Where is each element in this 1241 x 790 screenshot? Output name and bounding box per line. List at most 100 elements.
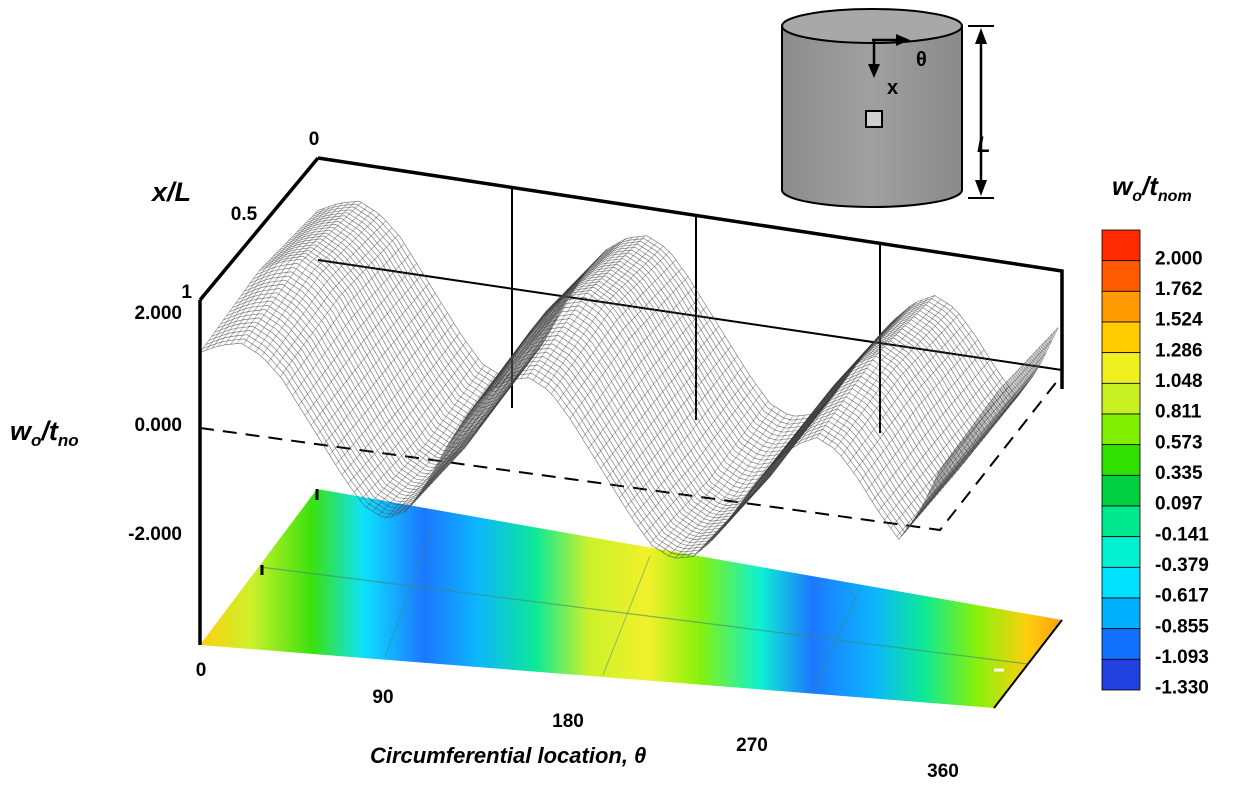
colorbar-swatch [1101, 628, 1141, 660]
surface-mesh-line [791, 305, 911, 449]
surface-mesh-line [619, 355, 738, 499]
colorbar-labels: 2.000 1.762 1.524 1.286 1.048 0.811 0.573 0.335… [1155, 248, 1209, 698]
surface-mesh-line [927, 352, 1046, 496]
colorbar-level-label: 1.286 [1155, 340, 1203, 361]
z-axis-label-slash: /t [40, 416, 59, 446]
surface-mesh-line [674, 416, 794, 559]
surface-mesh-line [717, 391, 837, 534]
surface-mesh-line [298, 263, 417, 406]
colorbar-swatch [1101, 505, 1141, 538]
cylinder-top [781, 8, 963, 44]
depth-tick-label: 0 [309, 129, 320, 150]
surface-mesh-line [452, 295, 572, 438]
surface-mesh-line [409, 364, 528, 507]
surface-mesh-line [353, 349, 473, 493]
surface-mesh-line [440, 315, 559, 459]
colorbar: wo/tnom 2.000 1.762 1.524 1.286 1.048 0.811 0.… [1101, 171, 1209, 699]
surface-mesh-line [884, 377, 1003, 520]
surface-mesh-line [686, 414, 806, 558]
surface-mesh-line [841, 313, 960, 457]
surface-mesh-line [378, 372, 498, 516]
surface-mesh-line [779, 316, 898, 459]
surface-mesh-line [323, 302, 442, 446]
surface-mesh-line [828, 303, 948, 446]
surface-mesh-line [606, 335, 726, 479]
surface-mesh-line [637, 383, 757, 527]
surface-mesh-line [847, 322, 966, 465]
colorbar-title-slash: /t [1141, 171, 1159, 201]
surface-mesh-line [551, 251, 670, 394]
surface-mesh-line [785, 311, 905, 454]
surface-mesh-line [582, 296, 701, 439]
surface-mesh-line [347, 341, 467, 484]
surface-mesh-line [427, 338, 547, 481]
contour-floor [200, 489, 1062, 708]
colorbar-swatch [1101, 352, 1141, 384]
surface-mesh-line [316, 292, 436, 436]
colorbar-level-label: 0.573 [1155, 432, 1203, 453]
surface-mesh-line [366, 365, 485, 508]
floor-gridlines [259, 527, 1029, 694]
surface-mesh-line [859, 339, 979, 482]
deformation-surface [199, 200, 1059, 559]
surface-mesh-line [520, 236, 639, 379]
x-tick-label: 0 [196, 660, 207, 681]
surface-mesh-line [218, 203, 337, 347]
surface-mesh-line [649, 400, 769, 544]
surface-mesh-line [822, 299, 942, 442]
surface-mesh-line [575, 286, 695, 429]
surface-mesh-line [205, 208, 325, 351]
inset-theta-label: θ [916, 49, 927, 71]
surface-mesh-line [797, 301, 917, 445]
colorbar-level-label: 2.000 [1155, 248, 1203, 269]
colorbar-level-label: 0.335 [1155, 463, 1203, 484]
surface-mesh-line [236, 201, 356, 344]
surface-mesh-line [415, 355, 535, 499]
depth-axis-label: x/L [150, 177, 191, 207]
length-dim-arrow-bottom [975, 180, 987, 196]
inset-length-label: L [977, 132, 990, 157]
surface-mesh-line [557, 259, 676, 402]
surface-mesh-line [329, 312, 448, 456]
colorbar-swatch [1101, 413, 1141, 446]
surface-mesh-line [292, 253, 411, 396]
length-dim-arrow-top [975, 28, 987, 44]
surface-mesh-line [372, 369, 491, 512]
colorbar-level-label: -0.379 [1155, 555, 1209, 576]
surface-mesh-line [495, 245, 615, 388]
surface-mesh-line [804, 299, 923, 443]
colorbar-swatches [1101, 229, 1141, 691]
surface-mesh-line [736, 366, 855, 510]
colorbar-swatch [1101, 597, 1141, 630]
surface-mesh-line [933, 340, 1053, 483]
surface-mesh-line [230, 201, 350, 345]
surface-mesh-line [921, 365, 1040, 508]
colorbar-level-label: -1.093 [1155, 647, 1209, 668]
surface-mesh-line [915, 375, 1034, 518]
surface-mesh-line [286, 243, 405, 386]
surface-mesh-line [249, 206, 368, 349]
x-tick-label: 180 [552, 711, 584, 732]
colorbar-swatch [1101, 536, 1141, 568]
surface-mesh-line [501, 241, 621, 384]
depth-tick-label: 1 [181, 282, 192, 303]
depth-tick-label: 0.5 [231, 204, 258, 225]
surface-mesh-line [508, 237, 627, 381]
axis-frame [198, 156, 1063, 709]
colorbar-title-sub: nom [1158, 188, 1192, 205]
z-tick-label: -2.000 [128, 524, 182, 545]
colorbar-swatch [1101, 260, 1141, 292]
colorbar-swatch [1101, 229, 1141, 262]
surface-mesh-line [853, 330, 972, 473]
surface-mesh-line [538, 241, 658, 385]
surface-mesh-line [625, 365, 744, 508]
surface-mesh-line [563, 267, 683, 411]
colorbar-level-label: 0.097 [1155, 494, 1203, 515]
surface-mesh-line [631, 375, 750, 518]
surface-mesh-line [594, 316, 713, 459]
surface-mesh-line [384, 376, 504, 520]
surface-mesh-line [526, 235, 646, 379]
colorbar-swatch [1101, 658, 1141, 691]
